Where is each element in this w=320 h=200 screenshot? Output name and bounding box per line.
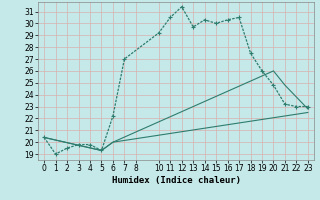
X-axis label: Humidex (Indice chaleur): Humidex (Indice chaleur) [111,176,241,185]
